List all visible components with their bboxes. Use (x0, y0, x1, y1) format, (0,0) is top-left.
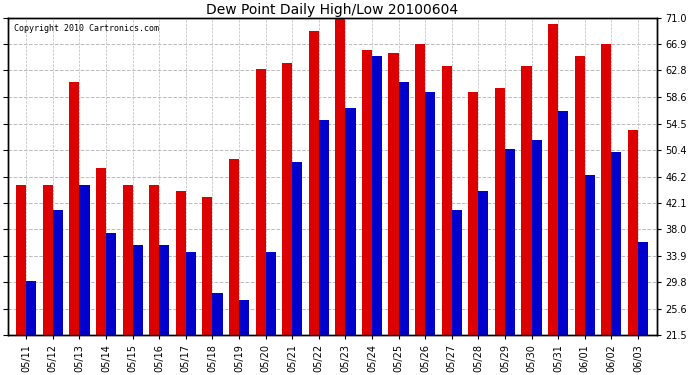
Bar (266, 252, 276, 335)
Bar (159, 245, 169, 335)
Bar (362, 50, 372, 335)
Bar (53, 210, 63, 335)
Bar (638, 242, 648, 335)
Bar (16, 184, 26, 335)
Bar (442, 66, 452, 335)
Bar (149, 184, 159, 335)
Bar (335, 12, 346, 335)
Bar (399, 82, 408, 335)
Bar (239, 300, 249, 335)
Bar (388, 53, 399, 335)
Text: Copyright 2010 Cartronics.com: Copyright 2010 Cartronics.com (14, 24, 159, 33)
Bar (123, 184, 132, 335)
Bar (43, 184, 53, 335)
Bar (611, 153, 622, 335)
Bar (319, 120, 329, 335)
Bar (132, 245, 143, 335)
Bar (106, 232, 116, 335)
Bar (176, 191, 186, 335)
Bar (308, 31, 319, 335)
Bar (372, 56, 382, 335)
Bar (469, 92, 478, 335)
Bar (548, 24, 558, 335)
Bar (415, 44, 425, 335)
Bar (26, 280, 37, 335)
Bar (531, 140, 542, 335)
Bar (558, 111, 569, 335)
Bar (584, 175, 595, 335)
Bar (186, 252, 196, 335)
Bar (452, 210, 462, 335)
Bar (282, 63, 292, 335)
Bar (505, 149, 515, 335)
Bar (346, 108, 355, 335)
Bar (601, 44, 611, 335)
Bar (202, 197, 213, 335)
Bar (69, 82, 79, 335)
Bar (255, 69, 266, 335)
Bar (575, 56, 584, 335)
Bar (213, 293, 223, 335)
Bar (478, 191, 489, 335)
Bar (96, 168, 106, 335)
Bar (229, 159, 239, 335)
Bar (425, 92, 435, 335)
Bar (292, 162, 302, 335)
Bar (522, 66, 531, 335)
Bar (495, 88, 505, 335)
Title: Dew Point Daily High/Low 20100604: Dew Point Daily High/Low 20100604 (206, 3, 458, 17)
Bar (628, 130, 638, 335)
Bar (79, 184, 90, 335)
